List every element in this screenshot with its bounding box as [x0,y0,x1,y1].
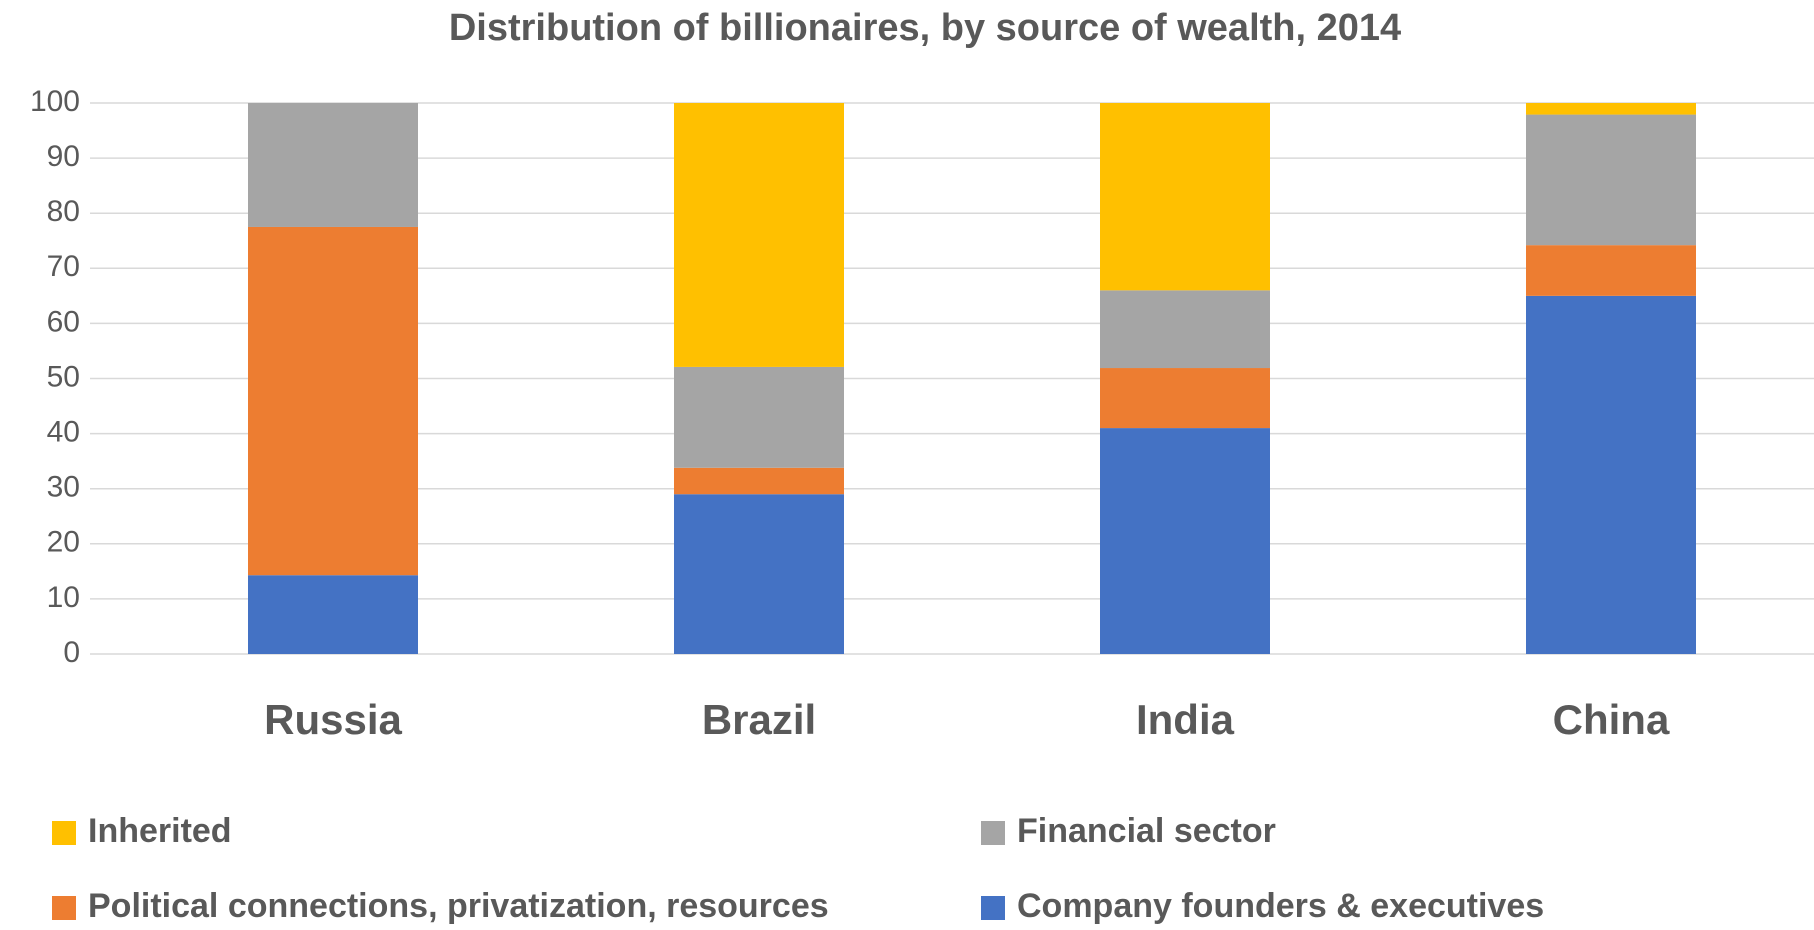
legend-label: Financial sector [1017,812,1276,850]
y-tick-label: 30 [47,471,80,504]
y-tick-label: 60 [47,305,80,338]
bar-segment [1526,295,1696,654]
y-tick-label: 50 [47,360,80,393]
y-tick-label: 40 [47,416,80,449]
legend-swatch [52,821,76,845]
bar-segment [248,103,418,227]
bar-segment [674,494,844,654]
bar-segment [674,366,844,468]
bar-segment [1526,114,1696,246]
bar-segment [674,467,844,495]
y-tick-label: 90 [47,140,80,173]
legend-label: Political connections, privatization, re… [88,887,829,925]
y-tick-label: 10 [47,581,80,614]
legend-swatch [981,896,1005,920]
x-tick-label: Russia [264,696,402,743]
bar-segment [1526,245,1696,296]
legend-swatch [981,821,1005,845]
bar-segment [248,226,418,576]
bar-segment [1100,103,1270,291]
x-tick-label: Brazil [702,696,816,743]
x-tick-label: India [1136,696,1235,743]
chart-title: Distribution of billionaires, by source … [449,7,1401,49]
y-tick-label: 70 [47,250,80,283]
legend-label: Inherited [88,812,232,850]
bar-segment [1100,428,1270,654]
legend-label: Company founders & executives [1017,887,1544,925]
bar-segment [1100,290,1270,369]
y-tick-label: 0 [63,636,80,669]
x-tick-label: China [1553,696,1670,743]
bar-segment [248,575,418,654]
bar-segment [1526,103,1696,115]
y-tick-label: 20 [47,526,80,559]
bar-segment [1100,368,1270,429]
y-tick-label: 80 [47,195,80,228]
y-tick-label: 100 [30,85,80,118]
legend-swatch [52,896,76,920]
bar-segment [674,103,844,367]
